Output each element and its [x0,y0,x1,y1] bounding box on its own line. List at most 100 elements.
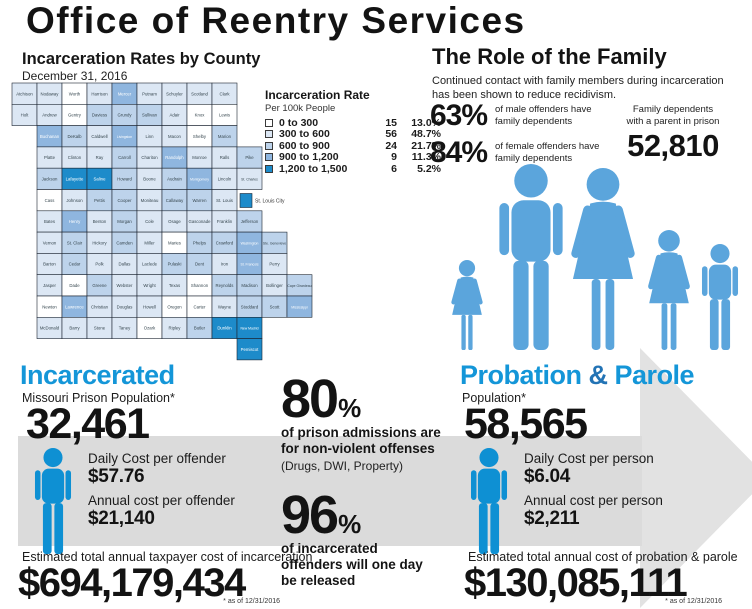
county-label: Putnam [142,91,157,96]
county-label: Stone [94,326,106,331]
family-dependents-value: 52,810 [627,128,719,163]
county-label: Lewis [219,113,230,118]
son-icon [710,244,730,264]
legend-range: 900 to 1,200 [279,151,339,164]
missouri-county-choropleth-map: Atchison Nodaway Worth Harrison Mercer Putnam… [11,82,313,361]
county-label: Gasconade [189,219,212,224]
county-label: Wright [143,283,156,288]
county-label: Texas [169,283,180,288]
county-label: Shelby [193,134,207,139]
county-label: Jackson [42,176,58,181]
county-label: Scott [270,304,281,309]
female-dependents-label-line1: of female offenders have [495,141,600,152]
middle-statistics: 80 % of prison admissions are for non-vi… [281,369,459,590]
daily-cost-offender-label: Daily Cost per offender [88,451,226,466]
daughter-small-icon [472,278,483,305]
legend-range: 1,200 to 1,500 [279,162,348,175]
county-label: Howell [143,304,156,309]
legend-swatch [265,119,273,127]
released-value: 96 [281,484,339,545]
family-dependents-label-line1: Family dependents [632,104,714,115]
county-label: St. Francois [240,263,258,267]
county-label: Audrain [167,176,182,181]
legend-pct: 13.0% [411,117,441,129]
male-dependents-value: 63% [430,99,488,132]
nonviolent-admissions-value: 80 [281,369,339,429]
page-title: Office of Reentry Services [26,0,526,41]
daily-cost-person-label: Daily Cost per person [524,451,654,466]
probation-person-icon [479,448,499,468]
daughter-icon [670,303,677,350]
county-label: Johnson [66,198,83,203]
probation-person-icon [477,468,501,504]
county-label: DeKalb [67,134,82,139]
legend-swatch [265,130,273,139]
county-label: Randolph [165,155,184,160]
daily-cost-offender-value: $57.76 [88,466,145,487]
female-dependents-stat: 84% of female offenders have family depe… [430,138,600,168]
county-label: Cass [45,198,55,203]
offender-person-icon [42,503,52,554]
county-tile [236,338,263,361]
legend-row: 600 to 900 24 21.7% [265,140,445,152]
county-label: Scotland [191,91,208,96]
incarceration-total-value: $694,179,434 [18,561,246,605]
legend-pct: 5.2% [417,162,441,175]
county-label: Sullivan [142,113,158,118]
county-label: McDonald [40,326,60,331]
probation-person-icon [470,470,477,500]
county-label: Shannon [191,283,209,288]
offender-person-icon [54,503,64,554]
county-label: Greene [92,283,107,288]
mother-icon [591,279,601,350]
prison-population-value: 32,461 [26,400,150,448]
county-label: Morgan [117,219,132,224]
family-intro-line1: Continued contact with family members du… [432,75,724,87]
male-dependents-stat: 63% of male offenders have family depend… [430,99,592,132]
mother-icon [614,205,635,258]
county-label: Monroe [192,155,207,160]
county-label: Osage [168,219,181,224]
county-label: Washington [241,241,259,245]
county-label: Mercer [118,91,132,96]
legend-rows: 0 to 300 15 13.0% 300 to 600 56 48.7% 600 to 9… [265,117,445,175]
daughter-small-icon [468,314,473,350]
incarcerated-heading: Incarcerated [20,360,175,390]
map-section-date: December 31, 2016 [22,69,128,83]
county-label: Howard [117,176,132,181]
county-label: Vernon [43,240,57,245]
probation-subtitle: Population* [462,391,526,405]
legend-swatch [265,164,273,173]
incarceration-total-label: Estimated total annual taxpayer cost of … [22,550,313,564]
legend-range: 300 to 600 [279,128,330,141]
incarceration-footnote: * as of 12/31/2016 [223,598,280,605]
county-label: Henry [69,219,81,224]
probation-person-icon [490,503,500,554]
county-label: Linn [145,134,154,139]
daughter-icon [658,230,680,252]
county-label: Carroll [118,155,131,160]
daughter-icon [661,303,668,350]
legend-row: 900 to 1,200 9 11.3% [265,151,445,164]
offender-person-icon [34,448,72,554]
county-label: Christian [91,304,109,309]
county-label: Wayne [218,304,232,309]
daughter-small-icon [458,260,476,277]
county-label: Callaway [166,198,184,203]
incarcerated-costs: Daily Cost per offender $57.76 Annual co… [88,451,235,535]
son-icon [721,299,731,350]
legend-title: Incarceration Rate [265,88,370,102]
county-label: Butler [194,326,206,331]
county-label: Boone [143,176,156,181]
legend-pct: 48.7% [411,128,441,141]
male-dependents-label-line2: family dependents [495,115,573,127]
legend-range: 0 to 300 [279,117,319,129]
county-label: Buchanan [40,134,60,139]
county-label: Schuyler [166,91,183,96]
annual-cost-offender-value: $21,140 [88,508,155,529]
county-label: Bollinger [266,283,283,288]
family-dependents-label: Family dependents with a parent in priso… [598,104,748,128]
legend-row: 300 to 600 56 48.7% [265,128,445,141]
probation-total-label: Estimated total annual cost of probation… [468,550,738,564]
